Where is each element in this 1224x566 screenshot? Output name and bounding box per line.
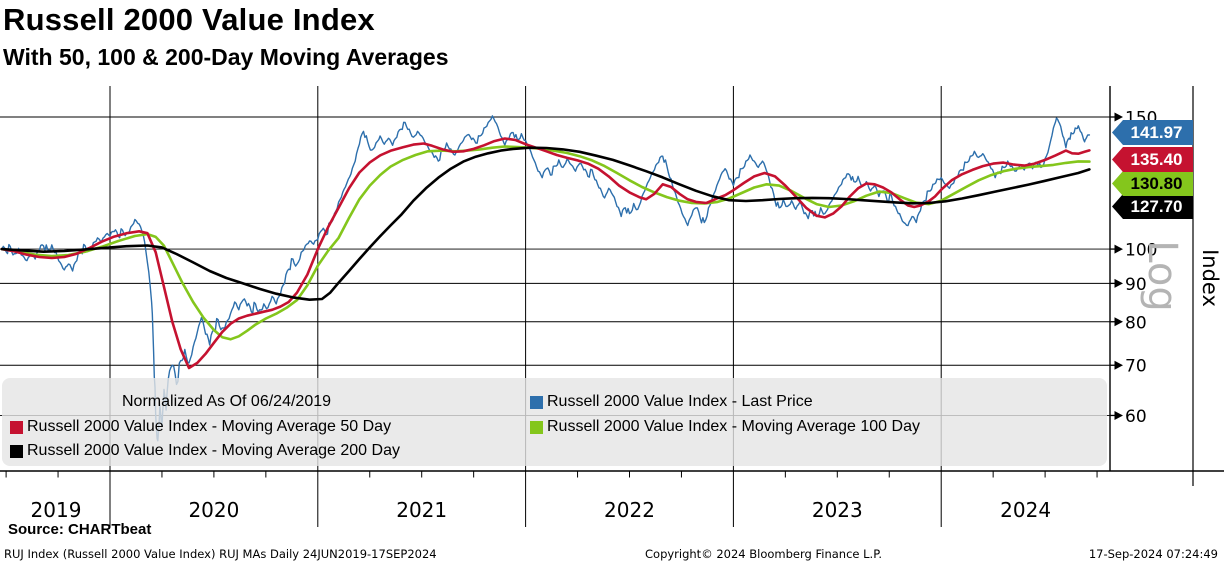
legend-label: Russell 2000 Value Index - Moving Averag… [27,442,400,459]
legend-label: Russell 2000 Value Index - Last Price [547,393,813,410]
y-tick-arrowhead [1114,410,1123,420]
series-line [0,137,1091,370]
y-tick-arrowhead [1114,244,1123,254]
y-tick-arrowhead [1114,360,1123,370]
legend-panel [2,378,1107,466]
y-axis-title: Index [1198,249,1222,307]
y-tick-arrowhead [1114,112,1123,122]
normalized-note: Normalized As Of 06/24/2019 [122,393,332,410]
price-flag-ma200: 127.70 [1112,194,1193,219]
legend-label: Russell 2000 Value Index - Moving Averag… [547,418,920,435]
legend-swatch-icon [530,395,543,409]
y-tick-label: 60 [1125,407,1147,427]
x-tick-label: 2021 [396,498,447,522]
y-tick-label: 80 [1125,313,1147,333]
page-subtitle: With 50, 100 & 200-Day Moving Averages [3,44,449,70]
legend-item-ma50: Russell 2000 Value Index - Moving Averag… [10,416,391,438]
legend-item-last-price: Russell 2000 Value Index - Last Price [530,391,813,413]
series-line [0,145,1091,341]
price-flag-last: 141.97 [1112,120,1193,145]
legend-swatch-icon [530,420,543,434]
y-tick-label: 100 [1125,241,1157,261]
footer-copyright: Copyright© 2024 Bloomberg Finance L.P. [645,547,882,561]
legend-item-ma100: Russell 2000 Value Index - Moving Averag… [530,416,920,438]
x-tick-label: 2020 [188,498,239,522]
log-scale-label: Log [1139,240,1185,312]
price-flag-ma100: 130.80 [1112,171,1193,196]
price-flag-ma50: 135.40 [1112,147,1193,172]
x-tick-label: 2022 [604,498,655,522]
y-tick-label: 90 [1125,275,1147,295]
x-tick-label: 2019 [31,498,82,522]
series-line [0,146,1091,301]
x-tick-label: 2024 [1000,498,1051,522]
page-title: Russell 2000 Value Index [3,2,375,37]
legend-swatch-icon [10,420,23,434]
y-tick-arrowhead [1114,317,1123,327]
y-tick-arrowhead [1114,278,1123,288]
footer-ticker-info: RUJ Index (Russell 2000 Value Index) RUJ… [4,547,437,561]
legend-swatch-icon [10,444,23,458]
legend-item-ma200: Russell 2000 Value Index - Moving Averag… [10,440,400,462]
series-line [1,115,1091,442]
source-note: Source: CHARTbeat [8,521,152,538]
legend-label: Russell 2000 Value Index - Moving Averag… [27,418,392,435]
y-tick-label: 70 [1125,357,1147,377]
footer-timestamp: 17-Sep-2024 07:24:49 [1088,547,1218,561]
x-tick-label: 2023 [812,498,863,522]
